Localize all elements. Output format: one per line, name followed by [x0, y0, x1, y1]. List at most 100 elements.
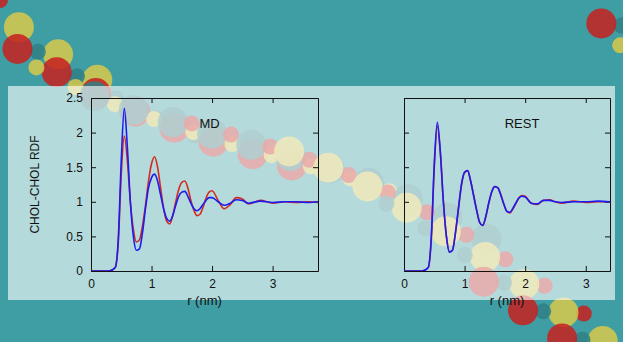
- tick-mark: [91, 98, 92, 103]
- background-blob: [588, 326, 618, 342]
- tick-label: 1: [76, 195, 83, 209]
- panel: 0123RESTr (nm): [401, 98, 610, 308]
- tick-mark: [605, 236, 610, 237]
- tick: 1: [462, 266, 469, 291]
- tick: [605, 271, 610, 272]
- overlay-panel: [8, 86, 615, 300]
- tick: [605, 236, 610, 237]
- tick-mark: [91, 167, 96, 168]
- tick-mark: [586, 98, 587, 103]
- tick: [91, 98, 92, 103]
- tick-mark: [404, 202, 409, 203]
- tick: 2: [76, 126, 96, 140]
- tick-label: 0.5: [66, 230, 83, 244]
- tick-mark: [465, 98, 466, 103]
- tick: 2: [522, 266, 529, 291]
- tick: [313, 133, 318, 134]
- tick: [404, 167, 409, 168]
- tick: [605, 98, 610, 99]
- tick-mark: [313, 98, 318, 99]
- tick-mark: [404, 236, 409, 237]
- background-blob: [3, 34, 33, 64]
- background-blob: [0, 0, 8, 8]
- y-axis-title: CHOL-CHOL RDF: [28, 135, 42, 233]
- background: [0, 0, 623, 342]
- x-axis-title: r (nm): [490, 293, 525, 308]
- axis-line: [92, 271, 319, 272]
- tick: [152, 98, 153, 103]
- tick: 2.5: [66, 91, 96, 105]
- tick-mark: [525, 266, 526, 271]
- panel: 012300.511.522.5MDr (nm)CHOL-CHOL RDF: [28, 91, 319, 308]
- plot-area: [404, 122, 610, 271]
- tick: [313, 167, 318, 168]
- tick-mark: [91, 236, 96, 237]
- tick-mark: [212, 266, 213, 271]
- y-axis: 00.511.522.5: [66, 91, 96, 278]
- tick-label: 3: [583, 277, 590, 291]
- tick-mark: [313, 133, 318, 134]
- tick-mark: [313, 167, 318, 168]
- tick-mark: [404, 133, 409, 134]
- axis-line: [405, 98, 611, 99]
- rdf-line: [404, 122, 610, 271]
- tick: [605, 133, 610, 134]
- tick: 1: [149, 266, 156, 291]
- tick: [212, 98, 213, 103]
- tick-mark: [273, 266, 274, 271]
- tick-mark: [212, 98, 213, 103]
- axis-line: [610, 99, 611, 272]
- tick-label: 2.5: [66, 91, 83, 105]
- background-blob: [612, 37, 623, 53]
- background-fill: [0, 0, 623, 342]
- tick: [404, 133, 409, 134]
- rdf-line: [91, 108, 318, 271]
- x-axis: [92, 98, 319, 103]
- tick-label: 1.5: [66, 161, 83, 175]
- tick: [525, 98, 526, 103]
- tick: 1: [76, 195, 96, 209]
- tick: [404, 98, 405, 103]
- tick-label: 2: [209, 277, 216, 291]
- tick: [313, 236, 318, 237]
- tick-mark: [605, 271, 610, 272]
- tick-mark: [605, 133, 610, 134]
- tick: [404, 236, 409, 237]
- background-blob: [42, 57, 72, 87]
- tick-mark: [605, 167, 610, 168]
- tick-label: 1: [462, 277, 469, 291]
- tick-mark: [91, 133, 96, 134]
- tick-mark: [404, 98, 405, 103]
- tick-label: 0: [88, 277, 95, 291]
- axis-line: [92, 98, 319, 99]
- tick-mark: [152, 98, 153, 103]
- axis-line: [404, 99, 405, 272]
- tick-label: 2: [522, 277, 529, 291]
- tick: [465, 98, 466, 103]
- panel-title: REST: [505, 116, 540, 131]
- tick-mark: [91, 271, 96, 272]
- tick: [605, 167, 610, 168]
- tick-mark: [313, 271, 318, 272]
- tick-mark: [605, 98, 610, 99]
- axis-line: [405, 271, 611, 272]
- tick-mark: [273, 98, 274, 103]
- tick-mark: [152, 266, 153, 271]
- y-axis: [404, 99, 409, 272]
- tick: 2: [209, 266, 216, 291]
- background-blob: [28, 59, 44, 75]
- panel-title: MD: [199, 116, 219, 131]
- tick: [586, 98, 587, 103]
- tick-mark: [313, 236, 318, 237]
- tick: [313, 271, 318, 272]
- x-axis-title: r (nm): [187, 293, 222, 308]
- plot-area: [91, 108, 318, 271]
- tick: 1.5: [66, 161, 96, 175]
- tick-mark: [404, 271, 409, 272]
- x-axis: [405, 98, 611, 103]
- tick: 3: [270, 266, 277, 291]
- background-blob: [549, 297, 579, 327]
- tick-mark: [404, 167, 409, 168]
- tick-mark: [91, 202, 96, 203]
- tick-mark: [465, 266, 466, 271]
